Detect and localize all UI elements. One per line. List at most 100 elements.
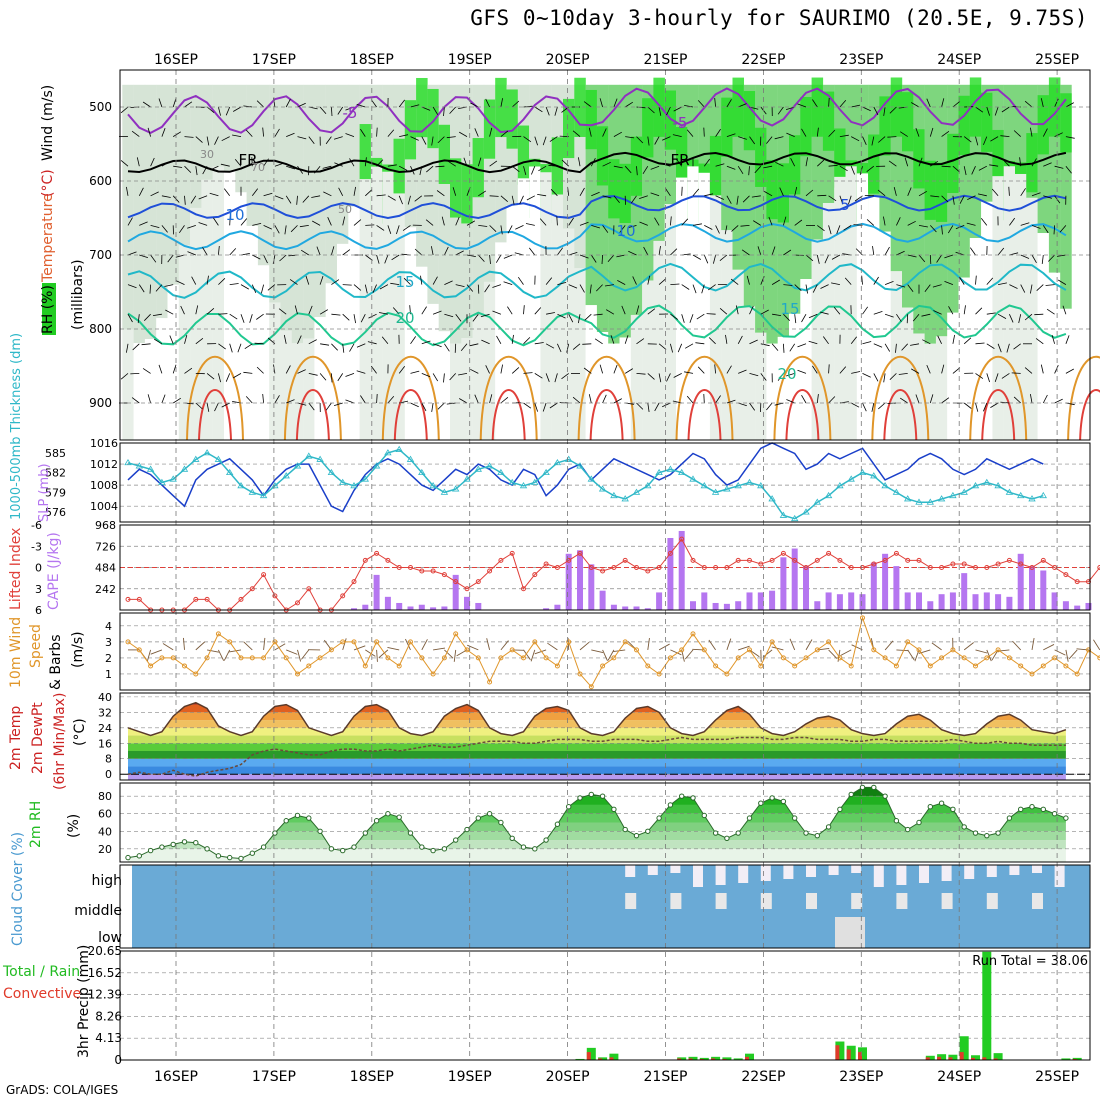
wind-barb (398, 366, 406, 374)
wind-barb (906, 314, 909, 324)
wind-barb (410, 370, 420, 374)
wind-barb (715, 225, 720, 234)
wind-barb (986, 343, 995, 349)
rh-band (128, 796, 1066, 805)
wind-barb (1059, 225, 1067, 233)
wind-barb (681, 314, 685, 323)
wind-barb (898, 373, 908, 375)
rh-core (461, 164, 473, 224)
wind-speed-line (127, 616, 1100, 688)
wind-axis-label: 10m Wind (8, 617, 24, 688)
cloud-gap-middle (941, 893, 953, 909)
wind-barb (594, 338, 603, 345)
rh-low (314, 317, 326, 440)
wind-barb (444, 343, 450, 352)
wind-barb (387, 195, 396, 201)
wind-barb (414, 195, 423, 202)
wind-barb (997, 313, 1007, 319)
wind-barb (754, 165, 762, 174)
thickness-marker (881, 482, 889, 489)
wind-barb (766, 136, 773, 144)
li-marker (961, 561, 967, 567)
day-label-top: 24SEP (937, 52, 981, 68)
wind-barb (141, 343, 151, 346)
wind-barb (989, 164, 999, 167)
panel-prec-bg (120, 951, 1090, 1060)
thickness-marker (327, 468, 336, 476)
rh-column (811, 84, 824, 240)
thickness-marker (474, 465, 483, 472)
li-marker (622, 557, 628, 563)
wind-barb (221, 402, 230, 408)
day-label-top: 16SEP (154, 52, 198, 68)
contour-label: 5 (840, 196, 850, 214)
wind-barb (286, 649, 298, 655)
wind-barb (557, 313, 566, 319)
wind-barb (794, 314, 797, 324)
cape-bar (610, 604, 617, 610)
wind-barb (523, 372, 533, 374)
wind-barb (828, 649, 838, 659)
wind-barb (167, 254, 174, 263)
wind-barb (492, 310, 502, 315)
precip-total-bar (937, 1054, 947, 1060)
wind-barb (372, 284, 377, 293)
rh-column (280, 84, 292, 331)
rh-marker (577, 795, 583, 801)
wind-barb (627, 225, 637, 229)
wind-barb (333, 402, 343, 406)
cape-bar (1006, 596, 1013, 610)
rh-low (1015, 173, 1027, 440)
wind-marker (701, 647, 707, 653)
wind-barb (120, 373, 129, 380)
panel-rh-frame (119, 782, 1091, 863)
precip-total-bar (609, 1053, 619, 1060)
li-marker (306, 586, 312, 592)
wind-barb (605, 309, 615, 315)
rh-column (890, 84, 903, 272)
rh-marker (825, 824, 832, 830)
wind-barb (297, 649, 302, 662)
wind-barb (896, 649, 909, 652)
wind-marker (487, 679, 493, 685)
wind-barb (808, 313, 818, 319)
temp-band (128, 774, 1066, 780)
precip-conv-bar (858, 1052, 862, 1060)
rh-low (890, 271, 903, 440)
rh-column (969, 84, 982, 239)
wind-barb (975, 136, 979, 146)
wind-marker (238, 655, 244, 661)
wind-barb (963, 337, 972, 345)
wind-barb (887, 136, 897, 138)
rh-low (483, 281, 496, 440)
rh-marker (249, 850, 256, 856)
wind-barb (469, 343, 479, 347)
rh-marker (317, 828, 323, 834)
wind-barb (534, 649, 547, 655)
rh-core (619, 163, 631, 224)
rh-marker (690, 795, 696, 801)
day-label-top: 19SEP (448, 52, 492, 68)
rh-core (1060, 93, 1072, 153)
wind-barb (658, 278, 667, 285)
wind-barb (883, 216, 886, 226)
wind-barb (437, 136, 445, 144)
rh-column (913, 84, 925, 334)
contour-30 (981, 389, 1016, 441)
wind-barb (1054, 165, 1064, 169)
wind-barb (274, 128, 280, 137)
precip-conv-bar (677, 1058, 682, 1060)
wind-barb (801, 128, 807, 137)
wind-barb (331, 313, 341, 316)
wind-barb (1030, 127, 1033, 137)
wind-barb (525, 223, 535, 226)
y-tick-label: 900 (89, 396, 112, 410)
wind-barb (714, 364, 716, 374)
li-marker (261, 572, 267, 578)
wind-barb (715, 163, 725, 167)
cloud-gap-high (647, 865, 658, 875)
wind-barb (433, 647, 446, 651)
wind-barb (839, 134, 849, 137)
wind-barb (184, 367, 193, 374)
wind-barb (1024, 313, 1033, 321)
